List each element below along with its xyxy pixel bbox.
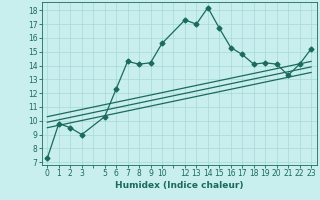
X-axis label: Humidex (Indice chaleur): Humidex (Indice chaleur) [115, 181, 244, 190]
